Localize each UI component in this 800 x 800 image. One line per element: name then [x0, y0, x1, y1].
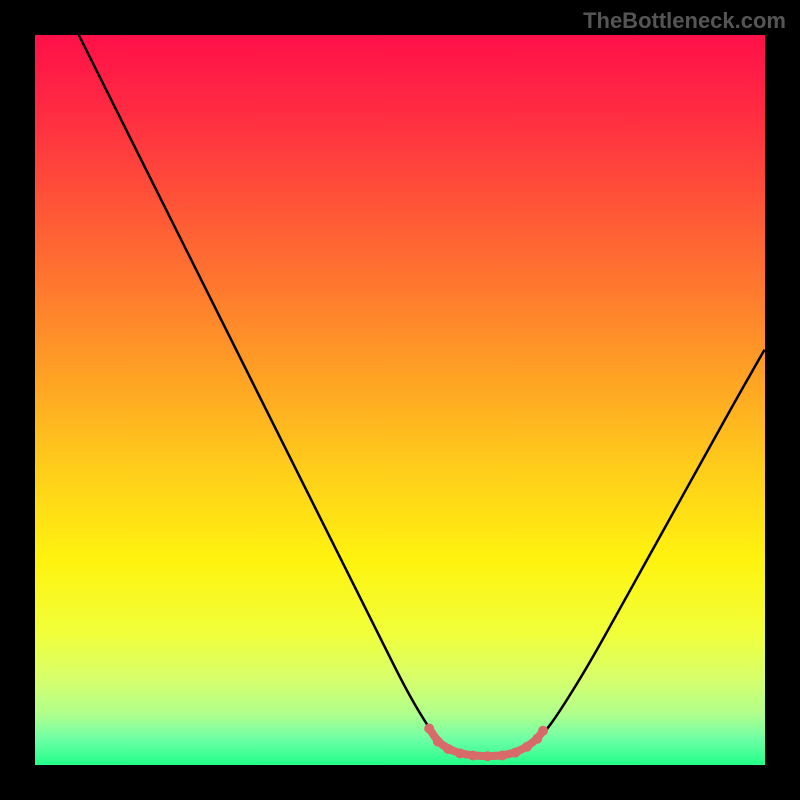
frame-left	[0, 0, 35, 800]
chart-svg	[35, 35, 765, 765]
plot-area	[35, 35, 765, 765]
watermark-text: TheBottleneck.com	[583, 8, 786, 34]
frame-bottom	[0, 765, 800, 800]
frame-right	[765, 0, 800, 800]
